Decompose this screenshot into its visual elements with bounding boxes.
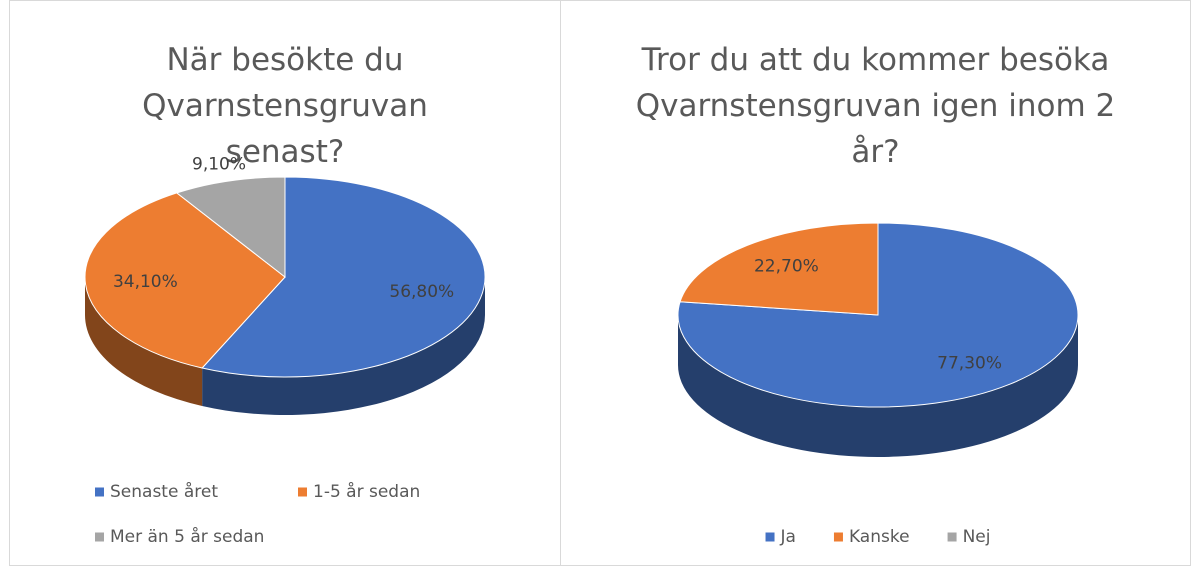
data-label: 56,80%	[389, 282, 454, 302]
legend-swatch	[947, 532, 957, 542]
legend-label: Ja	[780, 527, 796, 547]
data-label: 77,30%	[937, 354, 1002, 374]
data-label: 22,70%	[754, 256, 819, 276]
pie-slice	[679, 222, 879, 316]
pie-side	[678, 315, 1078, 457]
legend-swatch	[298, 487, 307, 497]
pie-slice	[175, 176, 286, 279]
legend-swatch	[833, 532, 843, 542]
pie-slice	[201, 176, 486, 378]
legend-label: Nej	[963, 527, 991, 547]
legend-label: Kanske	[849, 527, 910, 547]
data-label: 9,10%	[192, 155, 246, 175]
legend-label: Senaste året	[110, 481, 218, 502]
pie-slice	[84, 192, 286, 369]
legend-swatch	[765, 532, 775, 542]
legend-swatch	[95, 487, 104, 497]
legend-swatch	[95, 532, 104, 542]
data-label: 34,10%	[113, 272, 178, 292]
chart-title: När besökte du Qvarnstensgruvan senast?	[142, 42, 428, 170]
pie-side	[84, 277, 203, 407]
pie-side	[202, 277, 485, 415]
legend-label: Mer än 5 år sedan	[110, 526, 264, 547]
legend-label: 1-5 år sedan	[313, 481, 420, 502]
chart-title: Tror du att du kommer besöka Qvarnstensg…	[635, 42, 1116, 170]
